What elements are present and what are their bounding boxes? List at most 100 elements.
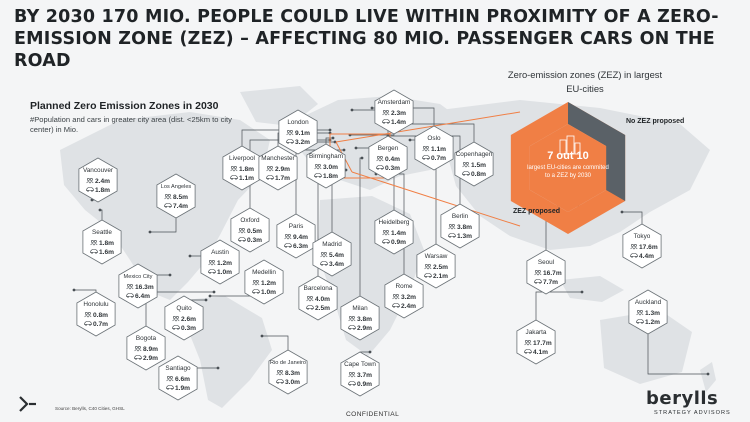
city-hex-santiago: Santiago 6.6m 1.9m xyxy=(158,355,198,401)
city-name: Honolulu xyxy=(83,301,109,308)
city-marker-rio-de-janeiro xyxy=(260,334,264,338)
city-marker-honolulu xyxy=(72,288,76,292)
city-population: 3.0m xyxy=(323,164,338,171)
city-cars: 3.4m xyxy=(329,261,344,268)
city-name: Paris xyxy=(289,223,304,230)
city-hex-los-angeles: Los Angeles 8.5m 7.4m xyxy=(156,173,196,219)
connector-berlin xyxy=(388,135,461,226)
city-name: Jakarta xyxy=(526,329,547,336)
city-marker-warsaw xyxy=(408,138,412,142)
city-population: 0.4m xyxy=(385,156,400,163)
city-population: 0.5m xyxy=(247,228,262,235)
building-icon xyxy=(559,135,581,155)
city-marker-santiago xyxy=(216,366,220,370)
city-name: Birmingham xyxy=(309,153,343,160)
city-name: Rio de Janeiro xyxy=(270,360,306,366)
city-name: Auckland xyxy=(635,299,662,306)
city-population: 1.2m xyxy=(261,280,276,287)
zez-panel-title: Zero-emission zones (ZEZ) in largest EU-… xyxy=(507,69,663,94)
city-hex-amsterdam: Amsterdam 2.3m 1.4m xyxy=(374,89,414,135)
city-population: 6.6m xyxy=(175,376,190,383)
city-marker-milan xyxy=(360,156,364,160)
city-cars: 3.0m xyxy=(285,379,300,386)
city-name: Liverpool xyxy=(229,155,255,162)
city-name: Seoul xyxy=(538,259,554,266)
city-name: Bogota xyxy=(136,335,157,342)
city-hex-birmingham: Birmingham 3.0m 1.8m xyxy=(306,143,346,189)
zoom-line xyxy=(335,111,521,143)
city-population: 3.8m xyxy=(457,224,472,231)
city-hex-rome: Rome 3.2m 2.4m xyxy=(384,273,424,319)
city-marker-paris xyxy=(342,148,346,152)
city-population: 1.1m xyxy=(431,146,446,153)
city-population: 0.8m xyxy=(93,312,108,319)
city-hexagons: Vancouver 2.4m 1.8m Los Angeles 8.5m 7.4m Seat… xyxy=(76,89,668,401)
city-marker-jakarta xyxy=(580,290,584,294)
city-population: 2.5m xyxy=(433,264,448,271)
city-cars: 3.2m xyxy=(295,139,310,146)
city-population: 1.8m xyxy=(239,166,254,173)
city-marker-tokyo xyxy=(620,210,624,214)
city-cars: 1.7m xyxy=(275,175,290,182)
city-population: 3.2m xyxy=(401,294,416,301)
city-cars: 6.4m xyxy=(135,293,150,300)
city-name: Seattle xyxy=(92,229,112,236)
zoom-line xyxy=(351,171,521,227)
city-marker-quito xyxy=(204,298,208,302)
city-hex-heidelberg: Heidelberg 1.4m 0.9m xyxy=(374,209,414,255)
city-marker-oslo xyxy=(370,106,374,110)
city-marker-mexico-city xyxy=(168,273,172,277)
city-population: 8.9m xyxy=(143,346,158,353)
city-hex-medellin: Medellin 1.2m 1.0m xyxy=(244,259,284,305)
city-hex-tokyo: Tokyo 17.6m 4.4m xyxy=(622,223,662,269)
city-cars: 7.4m xyxy=(173,203,188,210)
city-hex-auckland: Auckland 1.3m 1.2m xyxy=(628,289,668,335)
city-hex-seattle: Seattle 1.8m 1.6m xyxy=(82,219,122,265)
city-hex-bergen: Bergen 0.4m 0.3m xyxy=(368,135,408,181)
city-cars: 2.5m xyxy=(315,305,330,312)
city-marker-london xyxy=(333,140,337,144)
city-cars: 2.9m xyxy=(357,325,372,332)
city-name: Austin xyxy=(211,249,229,256)
city-cars: 1.8m xyxy=(323,173,338,180)
city-name: Medellin xyxy=(252,269,276,276)
city-cars: 0.9m xyxy=(391,239,406,246)
city-marker-bergen xyxy=(350,108,354,112)
city-name: Madrid xyxy=(322,241,342,248)
city-population: 8.3m xyxy=(285,370,300,377)
city-name: Copenhagen xyxy=(456,151,493,158)
city-hex-mexico-city: Mexico City 16.3m 6.4m xyxy=(118,263,158,309)
city-population: 8.5m xyxy=(173,194,188,201)
city-population: 17.7m xyxy=(533,340,552,347)
city-hex-rio-de-janeiro: Rio de Janeiro 8.3m 3.0m xyxy=(268,349,308,395)
city-name: Oslo xyxy=(427,135,441,142)
city-marker-medellin xyxy=(208,294,212,298)
city-name: Rome xyxy=(395,283,412,290)
zez-headline: 7 out 10 xyxy=(547,150,589,162)
city-cars: 1.2m xyxy=(645,319,660,326)
city-name: Barcelona xyxy=(304,285,333,292)
city-hex-berlin: Berlin 3.8m 1.3m xyxy=(440,203,480,249)
city-cars: 0.3m xyxy=(247,237,262,244)
city-name: Cape Town xyxy=(344,361,376,368)
zez-not-proposed-segment xyxy=(568,102,626,201)
city-hex-oxford: Oxford 0.5m 0.3m xyxy=(230,207,270,253)
city-population: 9.1m xyxy=(295,130,310,137)
city-hex-bogota: Bogota 8.9m 2.9m xyxy=(126,325,166,371)
confidential-label: CONFIDENTIAL xyxy=(346,411,400,418)
city-population: 4.0m xyxy=(315,296,330,303)
city-population: 1.8m xyxy=(99,240,114,247)
logo-x-mark-icon xyxy=(19,396,36,412)
zez-hexagon-chart xyxy=(510,102,626,234)
city-marker-los-angeles xyxy=(148,230,152,234)
city-hex-austin: Austin 1.2m 1.0m xyxy=(200,239,240,285)
city-hex-paris: Paris 9.4m 6.3m xyxy=(276,213,316,259)
city-cars: 0.7m xyxy=(93,321,108,328)
city-population: 1.3m xyxy=(645,310,660,317)
city-name: London xyxy=(287,119,309,126)
city-cars: 0.9m xyxy=(357,381,372,388)
page-title: BY 2030 170 MIO. PEOPLE COULD LIVE WITHI… xyxy=(14,7,719,71)
city-hex-oslo: Oslo 1.1m 0.7m xyxy=(414,125,454,171)
city-marker-cape-town xyxy=(368,350,372,354)
